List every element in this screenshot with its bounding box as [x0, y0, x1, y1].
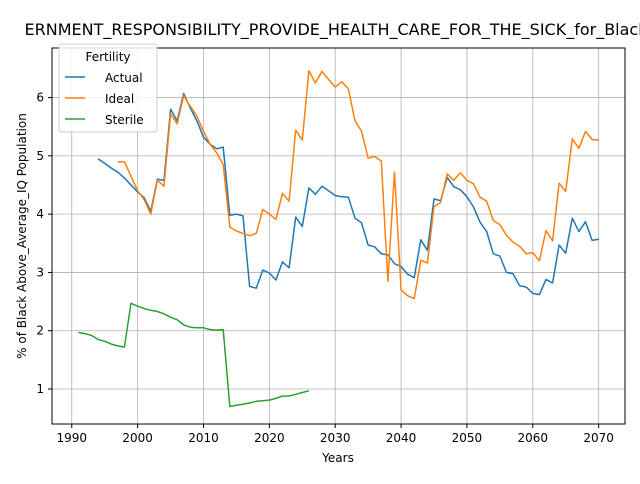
x-axis-ticks: 1990 2000 2010 2020 2030 2040 2050 2060 2070 [56, 424, 614, 445]
legend-label-sterile: Sterile [105, 113, 144, 127]
legend: Fertility Actual Ideal Sterile [58, 43, 158, 133]
plot-area [78, 69, 599, 408]
axes-frame [51, 47, 626, 425]
x-tick-label: 2020 [254, 431, 285, 445]
x-tick-label: 2000 [122, 431, 153, 445]
y-tick-label: 5 [36, 149, 44, 163]
grid-lines [52, 48, 625, 424]
y-tick-label: 2 [36, 324, 44, 338]
legend-label-actual: Actual [105, 71, 143, 85]
x-tick-label: 2050 [452, 431, 483, 445]
legend-label-ideal: Ideal [105, 92, 134, 106]
y-tick-label: 6 [36, 91, 44, 105]
x-tick-label: 2010 [188, 431, 219, 445]
y-tick-label: 1 [36, 382, 44, 396]
x-tick-label: 2030 [320, 431, 351, 445]
y-axis-label: % of Black Above_Average_IQ Population [15, 113, 29, 359]
y-tick-label: 3 [36, 265, 44, 279]
legend-box [58, 43, 158, 133]
x-tick-label: 2060 [518, 431, 549, 445]
x-tick-label: 2040 [386, 431, 417, 445]
y-axis-ticks: 1 2 3 4 5 6 [36, 91, 52, 396]
y-tick-label: 4 [36, 207, 44, 221]
x-tick-label: 1990 [56, 431, 87, 445]
series-line-ideal [117, 69, 599, 300]
x-tick-label: 2070 [583, 431, 614, 445]
x-axis-label: Years [321, 451, 354, 465]
series-line-sterile [78, 302, 310, 408]
legend-title: Fertility [85, 50, 130, 64]
chart-title: ERNMENT_RESPONSIBILITY_PROVIDE_HEALTH_CA… [25, 20, 640, 40]
